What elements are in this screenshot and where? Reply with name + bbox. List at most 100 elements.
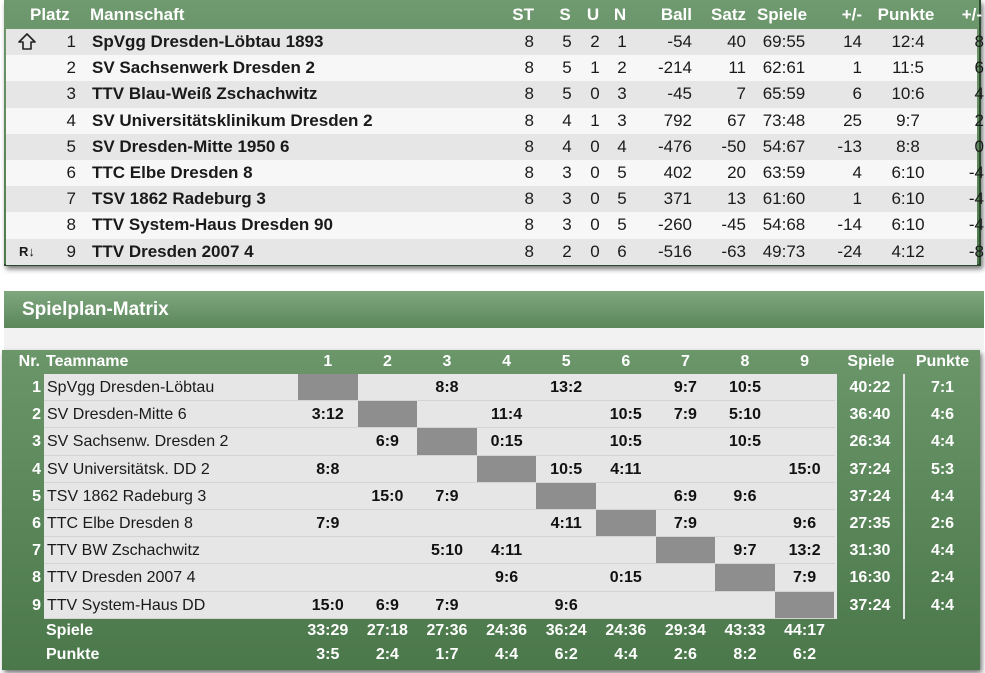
matrix-result-cell[interactable]: 6:9 — [375, 596, 399, 614]
standings-sdiff: -14 — [837, 215, 862, 235]
matrix-result-cell[interactable]: 11:4 — [491, 406, 523, 424]
matrix-result-cell[interactable]: 7:9 — [793, 569, 817, 587]
matrix-team-name[interactable]: TTV System-Haus DD — [44, 591, 298, 619]
section-title: Spielplan-Matrix — [4, 291, 984, 328]
matrix-result-cell[interactable]: 6:9 — [375, 433, 399, 451]
matrix-col-header: 4 — [502, 353, 512, 370]
standings-team[interactable]: TSV 1862 Radeburg 3 — [92, 189, 266, 209]
matrix-team-name[interactable]: TTV BW Zschachwitz — [44, 537, 298, 565]
matrix-result-cell[interactable]: 4:11 — [610, 460, 642, 478]
matrix-result-cell[interactable]: 10:5 — [609, 406, 642, 424]
header-satz: Satz — [711, 5, 746, 24]
matrix-result-cell[interactable]: 5:10 — [728, 406, 761, 424]
matrix-result-cell[interactable]: 7:9 — [316, 515, 340, 532]
standings-row: 6 TTC Elbe Dresden 8 8 3 0 5 402 20 63:59 4 6:10 -4 — [6, 159, 984, 187]
matrix-self-cell — [298, 374, 358, 401]
matrix-row: 6 TTC Elbe Dresden 8 7:9 4:11 7:9 9:6 27:35 2:6 — [2, 510, 980, 538]
standings-n: 3 — [617, 110, 627, 130]
matrix-team-name[interactable]: SpVgg Dresden-Löbtau — [44, 374, 298, 402]
matrix-result-cell[interactable]: 3:12 — [311, 406, 344, 424]
standings-team[interactable]: TTV System-Haus Dresden 90 — [92, 215, 333, 235]
header-matrix-spiele: Spiele — [847, 353, 895, 370]
standings-team[interactable]: SV Sachsenwerk Dresden 2 — [92, 58, 316, 78]
standings-team[interactable]: TTV Dresden 2007 4 — [92, 241, 254, 261]
matrix-team-name[interactable]: TTC Elbe Dresden 8 — [44, 510, 298, 538]
standings-punkte: 11:5 — [892, 58, 924, 78]
standings-sdiff: 6 — [852, 84, 862, 104]
matrix-result-cell[interactable]: 15:0 — [311, 596, 344, 614]
matrix-footer-value: 27:18 — [366, 621, 408, 639]
header-teamname: Teamname — [46, 353, 129, 370]
standings-s: 4 — [562, 136, 572, 156]
standings-team[interactable]: SV Dresden-Mitte 1950 6 — [92, 136, 290, 156]
matrix-result-cell — [417, 564, 477, 590]
matrix-result-cell[interactable]: 9:7 — [673, 379, 697, 396]
standings-st: 8 — [524, 32, 534, 51]
matrix-team-name[interactable]: TTV Dresden 2007 4 — [44, 564, 298, 592]
header-spiele-diff: +/- — [841, 5, 862, 24]
standings-punkte: 6:10 — [891, 162, 925, 182]
standings-st: 8 — [524, 136, 534, 156]
matrix-result-cell[interactable]: 8:8 — [316, 460, 340, 478]
matrix-result-cell[interactable]: 0:15 — [490, 433, 523, 451]
matrix-row-number: 2 — [32, 406, 41, 424]
header-platz: Platz — [30, 5, 70, 24]
matrix-team-name[interactable]: SV Dresden-Mitte 6 — [44, 401, 298, 429]
matrix-result-cell[interactable]: 13:2 — [788, 542, 821, 560]
matrix-result-cell[interactable]: 15:0 — [788, 460, 821, 478]
matrix-cells: 6:9 0:15 10:5 10:5 — [298, 428, 835, 456]
standings-satz: 11 — [728, 58, 746, 78]
matrix-self-cell — [536, 482, 596, 509]
matrix-result-cell[interactable]: 4:11 — [550, 515, 582, 532]
matrix-result-cell[interactable]: 0:15 — [609, 569, 642, 587]
standings-satz: 7 — [736, 84, 746, 104]
matrix-result-cell[interactable]: 8:8 — [435, 379, 459, 396]
standings-s: 3 — [562, 189, 572, 209]
matrix-result-cell[interactable]: 9:6 — [733, 487, 757, 505]
matrix-result-cell[interactable]: 10:5 — [550, 460, 583, 478]
standings-ball: 792 — [663, 110, 692, 130]
matrix-result-cell[interactable]: 7:9 — [673, 406, 697, 424]
standings-platz: 1 — [66, 32, 76, 51]
standings-pdiff: 2 — [974, 110, 984, 130]
matrix-result-cell[interactable]: 10:5 — [728, 379, 761, 396]
matrix-footer-punkte: Punkte 3:5 2:4 1:7 4:4 6:2 4:4 2:6 8:2 6:2 — [2, 643, 980, 667]
matrix-result-cell[interactable]: 7:9 — [435, 487, 459, 505]
matrix-result-cell[interactable]: 5:10 — [430, 542, 463, 560]
standings-pdiff: -4 — [968, 215, 984, 235]
matrix-result-cell[interactable]: 7:9 — [673, 515, 697, 532]
standings-team[interactable]: SV Universitätsklinikum Dresden 2 — [92, 110, 373, 130]
standings-spiele: 73:48 — [762, 110, 806, 130]
matrix-result-cell[interactable]: 9:6 — [793, 515, 817, 532]
matrix-row: 9 TTV System-Haus DD 15:0 6:9 7:9 9:6 37:24 4:4 — [2, 591, 980, 619]
standings-s: 3 — [562, 215, 572, 235]
matrix-result-cell[interactable]: 9:7 — [733, 542, 757, 560]
standings-header: Platz Mannschaft ST S U N Ball Satz Spie… — [4, 0, 982, 29]
matrix-result-cell[interactable]: 10:5 — [609, 433, 642, 451]
standings-row: 2 SV Sachsenwerk Dresden 2 8 5 1 2 -214 11 62:61… — [6, 55, 984, 82]
standings-team[interactable]: SpVgg Dresden-Löbtau 1893 — [92, 32, 324, 51]
matrix-result-cell[interactable]: 4:11 — [491, 542, 523, 560]
matrix-team-name[interactable]: SV Sachsenw. Dresden 2 — [44, 428, 298, 456]
matrix-result-cell[interactable]: 6:9 — [673, 487, 697, 505]
standings-punkte: 8:8 — [896, 136, 920, 156]
standings-team[interactable]: TTC Elbe Dresden 8 — [92, 162, 253, 182]
matrix-cells: 3:12 11:4 10:5 7:9 5:10 — [298, 401, 835, 429]
standings-platz: 7 — [66, 189, 76, 209]
matrix-result-cell[interactable]: 7:9 — [435, 596, 459, 614]
matrix-result-cell[interactable]: 10:5 — [728, 433, 761, 451]
matrix-result-cell[interactable]: 9:6 — [554, 596, 578, 614]
standings-row: R↓ 9 TTV Dresden 2007 4 8 2 0 6 -516 -63 49:73 -24… — [6, 238, 984, 265]
matrix-result-cell[interactable]: 15:0 — [371, 487, 404, 505]
matrix-result-cell[interactable]: 9:6 — [495, 569, 519, 587]
matrix-team-name[interactable]: TSV 1862 Radeburg 3 — [44, 482, 298, 510]
matrix-row: 7 TTV BW Zschachwitz 5:10 4:11 9:7 13:2 31:30 4… — [2, 537, 980, 565]
matrix-row-spiele: 40:22 — [849, 379, 891, 396]
matrix-result-cell — [417, 456, 477, 482]
matrix-row-number: 3 — [32, 433, 41, 451]
matrix-result-cell — [775, 428, 835, 454]
matrix-team-name[interactable]: SV Universitätsk. DD 2 — [44, 455, 298, 483]
matrix-result-cell[interactable]: 13:2 — [550, 379, 583, 396]
standings-team[interactable]: TTV Blau-Weiß Zschachwitz — [92, 84, 318, 104]
matrix-result-cell — [358, 564, 418, 590]
